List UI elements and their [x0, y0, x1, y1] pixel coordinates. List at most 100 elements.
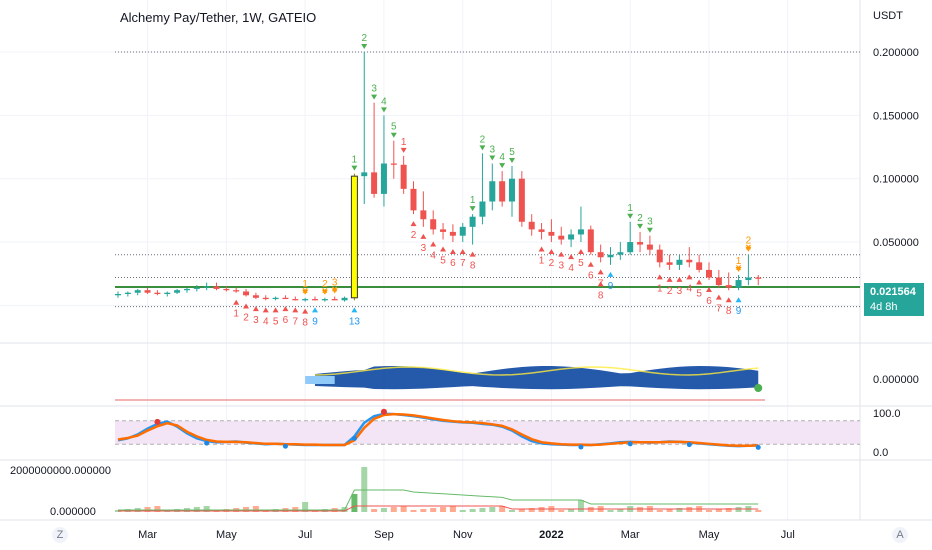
- buy-setup-arrow: [459, 249, 466, 255]
- candle-body: [272, 297, 279, 300]
- count-label-above: 4: [499, 152, 505, 163]
- buy-setup-arrow: [706, 287, 712, 293]
- time-tick-label: Sep: [374, 529, 394, 541]
- price-tick-label: 0.150000: [873, 110, 919, 122]
- candle-body: [706, 269, 712, 278]
- volume-bar: [351, 494, 358, 512]
- candle-body: [341, 297, 348, 301]
- count-label-below: 5: [696, 288, 702, 299]
- volume-bar: [154, 506, 161, 512]
- buy-setup-arrow: [282, 306, 289, 312]
- candle-body: [350, 175, 358, 299]
- price-tick-label: 0.100000: [873, 174, 919, 186]
- buy-setup-arrow: [715, 294, 722, 300]
- volume-bar: [410, 510, 417, 512]
- candle-body: [577, 229, 584, 235]
- x-marker: ×: [745, 243, 751, 254]
- count-label-above: 2: [361, 33, 367, 44]
- auto-scale-button[interactable]: A: [892, 527, 908, 543]
- volume-bar: [676, 508, 683, 512]
- volume-bar: [509, 510, 515, 512]
- count-label-below: 8: [470, 261, 476, 272]
- stoch-tick-label: 100.0: [873, 408, 901, 420]
- candle-body: [154, 292, 161, 294]
- candle-body: [459, 226, 466, 236]
- buy-setup-arrow: [568, 254, 575, 260]
- count-label-below: 9: [608, 281, 614, 292]
- volume-bar: [400, 506, 407, 512]
- sell-setup-arrow: [331, 288, 338, 294]
- sell-setup-arrow: [302, 289, 309, 295]
- candle-body: [587, 229, 594, 253]
- volume-bar: [617, 509, 624, 512]
- price-tick-label: 0.200000: [873, 47, 919, 59]
- candle-body: [597, 252, 604, 258]
- count-label-above: 2: [322, 279, 328, 290]
- buy-setup-arrow: [351, 307, 358, 313]
- buy-setup-arrow: [252, 306, 259, 312]
- buy-setup-arrow: [292, 307, 299, 313]
- candle-body: [292, 299, 299, 301]
- time-tick-label: Mar: [138, 529, 157, 541]
- time-tick-label: 2022: [539, 529, 563, 541]
- volume-bar: [371, 509, 378, 512]
- buy-setup-arrow: [233, 299, 240, 305]
- candle-body: [223, 288, 230, 291]
- stoch-trough-dot: [578, 444, 584, 450]
- candle-body: [469, 216, 476, 227]
- buy-setup-arrow: [696, 279, 703, 285]
- axes: 0.200000 0.150000 0.100000 0.050000 0.000000…: [10, 47, 919, 541]
- volume-ma2-line: [118, 505, 759, 512]
- sell-setup-arrow: [321, 289, 328, 295]
- volume-bar: [715, 509, 722, 512]
- volume-pane: [115, 467, 762, 512]
- count-label-below: 6: [588, 271, 594, 282]
- sell-setup-arrow: [380, 107, 387, 113]
- count-label-below: 5: [578, 258, 584, 269]
- time-tick-label: Jul: [298, 529, 312, 541]
- buy-setup-arrow: [243, 303, 250, 309]
- volume-tick-top: 2000000000.000000: [10, 465, 111, 477]
- count-label-above: 3: [647, 217, 653, 228]
- stoch-trough-dot: [755, 444, 761, 450]
- candle-body: [420, 210, 427, 220]
- buy-setup-arrow: [430, 241, 437, 247]
- candle-body: [745, 277, 752, 281]
- stoch-peak-dot: [380, 408, 387, 415]
- volume-bar: [469, 509, 476, 512]
- volume-bar: [420, 509, 427, 512]
- count-label-below: 8: [726, 306, 732, 317]
- candle-body: [361, 172, 368, 177]
- zoom-button[interactable]: Z: [52, 527, 68, 543]
- sell-setup-arrow: [400, 147, 407, 153]
- count-label-below: 2: [411, 230, 417, 241]
- osc-dot: [754, 384, 763, 392]
- volume-bar: [568, 509, 575, 512]
- sell-setup-arrow: [351, 165, 358, 171]
- time-tick-label: May: [699, 529, 720, 541]
- volume-bar: [380, 508, 387, 512]
- candle-body: [331, 299, 338, 301]
- count-label-below: 8: [302, 318, 308, 329]
- volume-bar: [499, 506, 506, 512]
- buy-setup-arrow: [410, 221, 417, 227]
- count-label-below: 4: [687, 283, 693, 294]
- volume-bar: [755, 510, 762, 512]
- count-label-above: 1: [352, 155, 358, 166]
- count-label-above: 2: [637, 213, 643, 224]
- buy-setup-arrow: [597, 281, 604, 287]
- buy-setup-arrow: [587, 261, 594, 267]
- candle-body: [518, 178, 525, 222]
- sell-setup-arrow: [745, 246, 752, 252]
- candle-body: [646, 244, 653, 250]
- buy-setup-arrow: [262, 307, 269, 313]
- candle-body: [627, 242, 634, 253]
- count-label-below: 4: [430, 250, 436, 261]
- sell-setup-arrow: [646, 227, 653, 233]
- candle-body: [302, 299, 309, 301]
- buy-setup-arrow: [302, 308, 309, 314]
- buy-setup-arrow: [420, 233, 427, 239]
- volume-bar: [706, 510, 712, 512]
- candle-body: [312, 299, 318, 301]
